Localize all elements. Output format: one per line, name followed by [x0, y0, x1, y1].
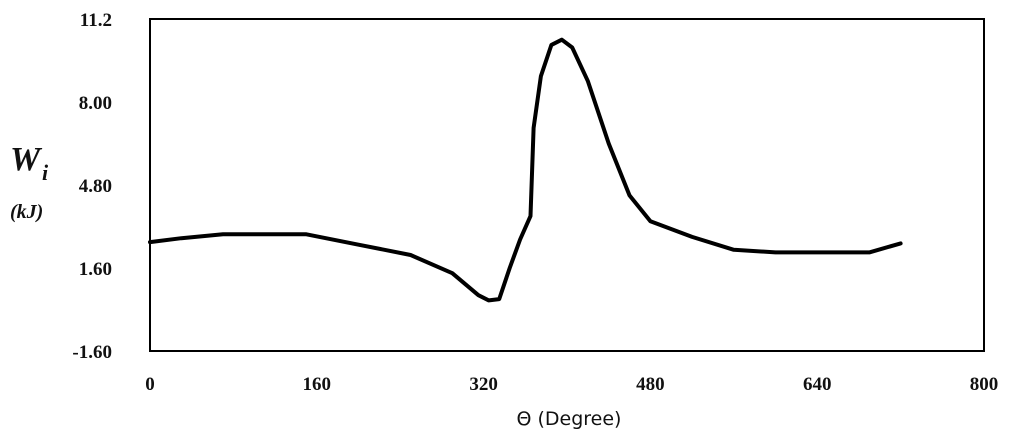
y-tick-label: 11.2	[80, 10, 112, 31]
y-axis-label-unit: (kJ)	[10, 201, 43, 223]
series-layer	[148, 37, 903, 303]
plot-frame	[149, 18, 985, 352]
x-tick-label: 320	[469, 374, 498, 395]
y-axis-label: W i (kJ)	[10, 141, 49, 223]
y-axis-label-subscript: i	[42, 160, 49, 185]
y-tick-label: -1.60	[72, 342, 112, 363]
y-tick-labels: -1.60 1.60 4.80 8.00 11.2	[72, 10, 112, 363]
x-tick-label: 160	[303, 374, 332, 395]
x-tick-label: 640	[803, 374, 832, 395]
x-tick-labels: 0 160 320 480 640 800	[145, 374, 998, 395]
x-tick-label: 0	[145, 374, 155, 395]
y-tick-label: 8.00	[79, 93, 112, 114]
series-line	[148, 37, 903, 303]
x-tick-label: 480	[636, 374, 665, 395]
x-tick-label: 800	[970, 374, 999, 395]
y-axis-label-symbol: W	[10, 141, 43, 178]
y-tick-label: 1.60	[79, 259, 112, 280]
x-axis-label: Θ (Degree)	[517, 408, 622, 430]
y-tick-label: 4.80	[79, 176, 112, 197]
